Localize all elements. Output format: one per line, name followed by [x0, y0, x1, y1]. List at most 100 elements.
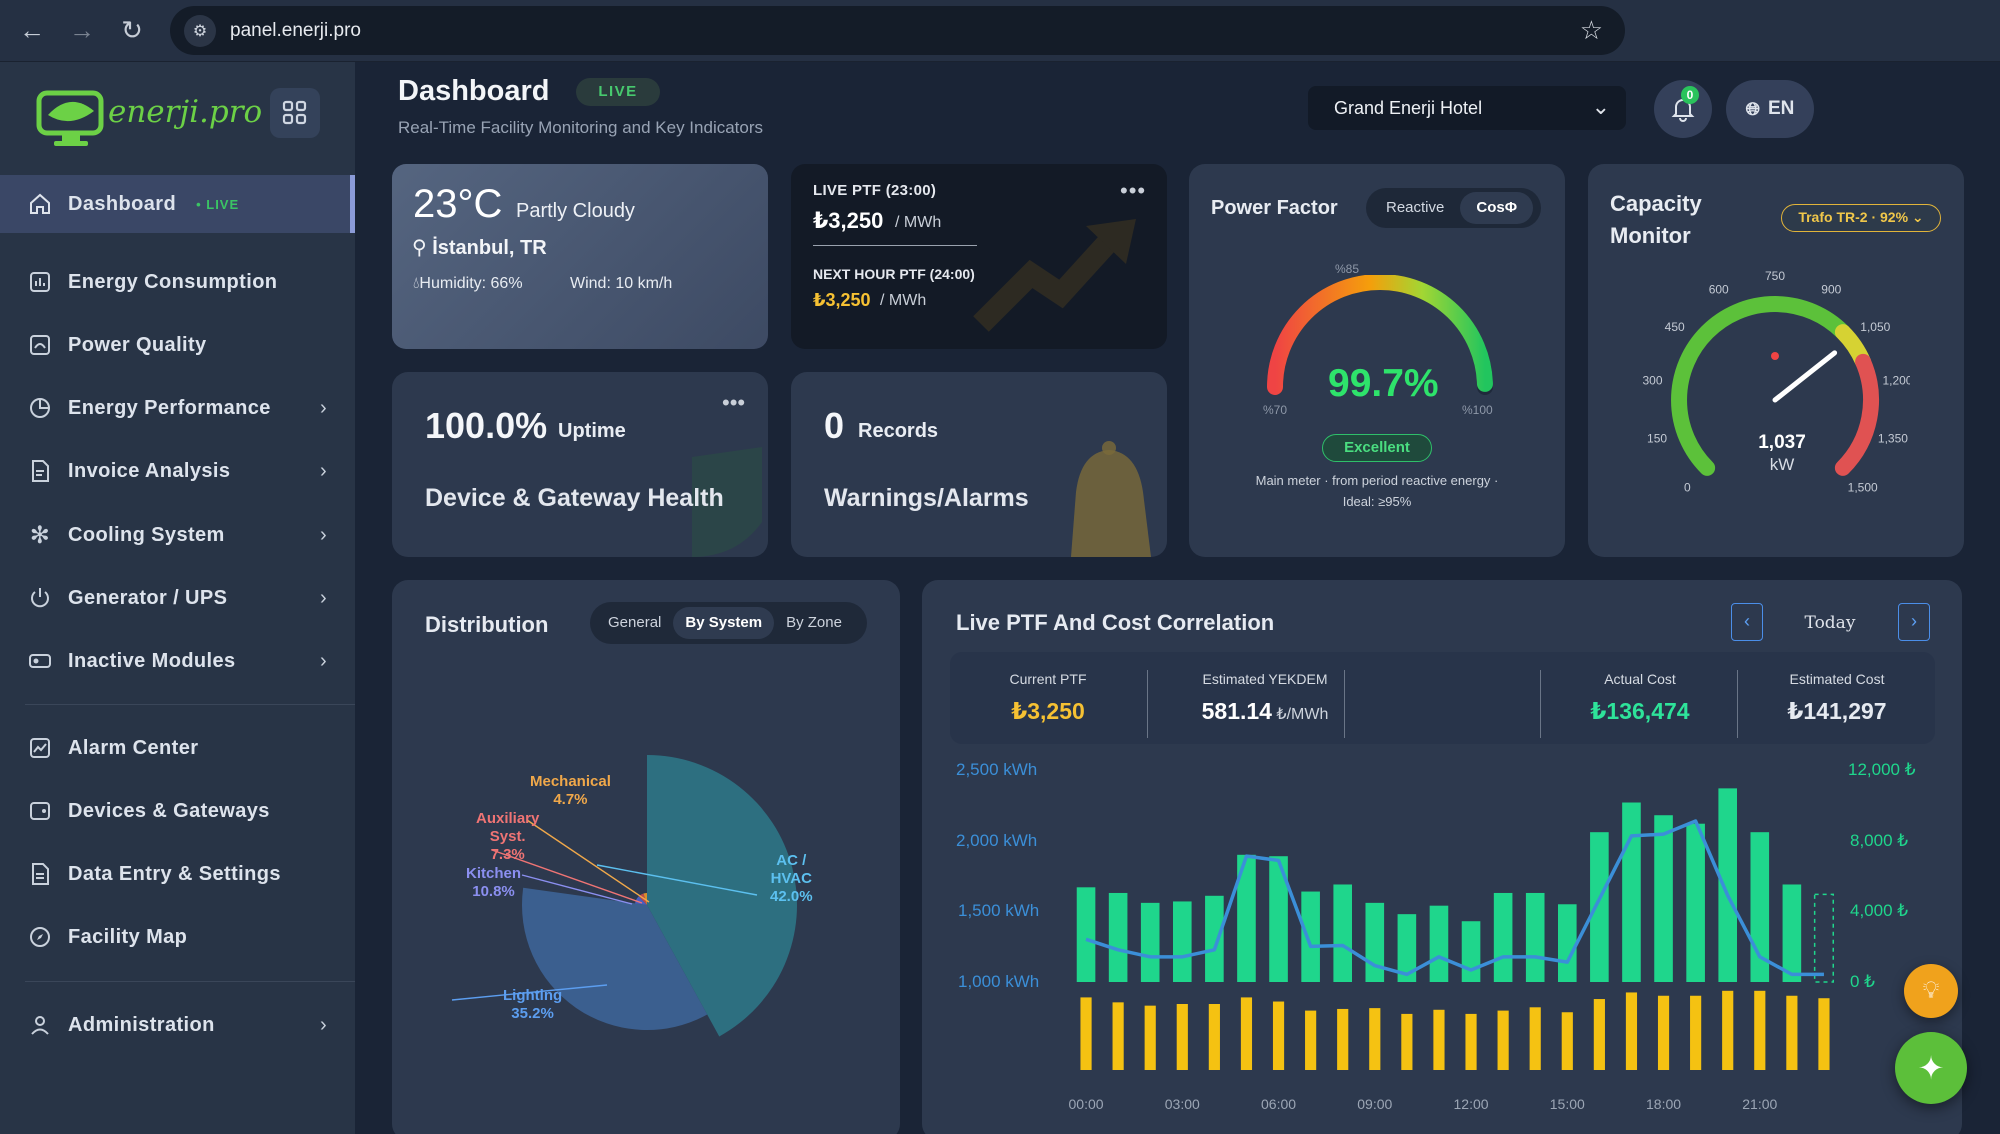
consumption-bar[interactable]: [1397, 914, 1417, 982]
pie-slice[interactable]: [522, 887, 708, 1030]
pie-slice[interactable]: [635, 896, 647, 905]
cost-bar[interactable]: [1465, 1013, 1477, 1070]
sidebar-item-administration[interactable]: Administration ›: [0, 996, 355, 1054]
ptf-live-unit: / MWh: [895, 214, 942, 231]
correlation-title: Live PTF And Cost Correlation: [956, 610, 1275, 635]
facility-select[interactable]: Grand Enerji Hotel ⌄: [1308, 86, 1626, 130]
cost-bar[interactable]: [1561, 1012, 1573, 1070]
cost-bar[interactable]: [1144, 1005, 1156, 1070]
cost-bar[interactable]: [1112, 1002, 1124, 1070]
sidebar-item-cooling-system[interactable]: ✻ Cooling System ›: [0, 506, 355, 564]
forward-icon[interactable]: →: [69, 14, 95, 45]
invoice-icon: [26, 457, 54, 485]
cost-bar[interactable]: [1497, 1010, 1509, 1070]
cost-bar[interactable]: [1401, 1013, 1413, 1070]
cost-bar[interactable]: [1337, 1008, 1349, 1070]
consumption-bar[interactable]: [1461, 921, 1481, 982]
kpi-label: Estimated YEKDEM: [1202, 671, 1328, 687]
consumption-bar[interactable]: [1718, 788, 1738, 982]
sidebar-item-invoice-analysis[interactable]: Invoice Analysis ›: [0, 442, 355, 500]
sidebar-item-energy-consumption[interactable]: Energy Consumption: [0, 253, 355, 311]
cost-bar[interactable]: [1690, 995, 1702, 1070]
cost-bar[interactable]: [1433, 1009, 1445, 1070]
sidebar-item-facility-map[interactable]: Facility Map: [0, 908, 355, 966]
alarms-card[interactable]: [791, 372, 1167, 557]
apps-grid-button[interactable]: [270, 88, 320, 138]
transformer-select[interactable]: Trafo TR-2 · 92% ⌄: [1781, 204, 1941, 232]
consumption-bar[interactable]: [1108, 892, 1128, 982]
consumption-bar[interactable]: [1686, 823, 1705, 982]
tab-by-system[interactable]: By System: [673, 607, 775, 639]
tab-cosphi[interactable]: CosΦ: [1460, 192, 1534, 224]
cost-bar[interactable]: [1786, 995, 1798, 1070]
consumption-bar[interactable]: [1493, 892, 1513, 982]
consumption-bar[interactable]: [1654, 815, 1673, 982]
cost-bar[interactable]: [1369, 1008, 1381, 1070]
chevron-down-icon: ⌄: [1591, 94, 1610, 119]
language-button[interactable]: 🌐︎ EN: [1726, 80, 1814, 138]
cost-bar[interactable]: [1754, 990, 1766, 1070]
sidebar-item-label: Alarm Center: [68, 736, 199, 759]
more-options-icon[interactable]: •••: [1120, 178, 1147, 203]
consumption-bar[interactable]: [1301, 891, 1320, 982]
consumption-bar[interactable]: [1269, 856, 1288, 982]
consumption-bar[interactable]: [1333, 884, 1353, 982]
cost-bar[interactable]: [1208, 1004, 1220, 1070]
cost-bar[interactable]: [1080, 997, 1092, 1070]
consumption-bar[interactable]: [1365, 902, 1385, 982]
more-options-icon[interactable]: •••: [722, 390, 746, 415]
cost-bar[interactable]: [1657, 995, 1670, 1070]
tips-button[interactable]: 💡︎: [1904, 964, 1958, 1018]
consumption-bar[interactable]: [1140, 902, 1160, 982]
consumption-bar[interactable]: [1622, 802, 1641, 982]
capacity-tick-label: 1,500: [1848, 481, 1878, 495]
cost-bar[interactable]: [1529, 1007, 1541, 1070]
back-icon[interactable]: ←: [19, 14, 45, 45]
slice-name-2: Syst.: [489, 828, 526, 845]
cost-bar[interactable]: [1722, 990, 1734, 1070]
bookmark-star-icon[interactable]: ☆: [1579, 15, 1603, 45]
sidebar-item-dashboard[interactable]: Dashboard • LIVE: [0, 175, 355, 233]
consumption-bar[interactable]: [1557, 904, 1577, 982]
next-day-button[interactable]: ›: [1898, 603, 1930, 641]
sidebar-item-power-quality[interactable]: Power Quality: [0, 316, 355, 374]
pie-slice[interactable]: [647, 755, 798, 1037]
notifications-button[interactable]: [1654, 80, 1712, 138]
consumption-bar[interactable]: [1205, 895, 1224, 982]
sidebar-item-generator-ups[interactable]: Generator / UPS ›: [0, 569, 355, 627]
tab-reactive[interactable]: Reactive: [1386, 199, 1445, 216]
consumption-bar-forecast[interactable]: [1813, 893, 1835, 983]
sidebar-item-devices-gateways[interactable]: Devices & Gateways: [0, 782, 355, 840]
consumption-bar[interactable]: [1237, 854, 1256, 982]
tab-general[interactable]: General: [608, 614, 662, 631]
kpi-label: Estimated Cost: [1789, 671, 1885, 687]
cost-bar[interactable]: [1593, 999, 1605, 1070]
consumption-bar[interactable]: [1525, 892, 1545, 982]
cost-bar[interactable]: [1240, 997, 1253, 1070]
cost-bar[interactable]: [1305, 1010, 1317, 1070]
consumption-bar[interactable]: [1782, 884, 1802, 982]
reload-icon[interactable]: ↻: [121, 14, 143, 45]
consumption-bar[interactable]: [1590, 832, 1609, 982]
tab-by-zone[interactable]: By Zone: [786, 614, 842, 631]
sidebar-item-data-entry-settings[interactable]: Data Entry & Settings: [0, 845, 355, 903]
kpi-strip: [950, 652, 1935, 744]
x-tick-label: 18:00: [1646, 1096, 1682, 1112]
previous-day-button[interactable]: ‹: [1731, 603, 1763, 641]
sidebar-item-inactive-modules[interactable]: Inactive Modules ›: [0, 632, 355, 690]
consumption-bar[interactable]: [1429, 905, 1449, 982]
magic-wand-button[interactable]: ✦: [1895, 1032, 1967, 1104]
cost-bar[interactable]: [1272, 1001, 1285, 1070]
address-bar[interactable]: ⚙ panel.enerji.pro ☆: [170, 6, 1625, 55]
cost-bar[interactable]: [1176, 1004, 1188, 1070]
cost-bar[interactable]: [1818, 998, 1830, 1070]
consumption-bar[interactable]: [1172, 901, 1192, 982]
sidebar-item-alarm-center[interactable]: Alarm Center: [0, 719, 355, 777]
distribution-tabs[interactable]: General By System By Zone: [590, 602, 867, 644]
sidebar-item-energy-performance[interactable]: Energy Performance ›: [0, 379, 355, 437]
power-factor-toggle[interactable]: Reactive CosΦ: [1366, 188, 1541, 228]
site-settings-icon[interactable]: ⚙: [184, 14, 216, 47]
uptime-card[interactable]: [392, 372, 768, 557]
cost-bar[interactable]: [1625, 992, 1638, 1070]
consumption-bar[interactable]: [1076, 887, 1096, 982]
